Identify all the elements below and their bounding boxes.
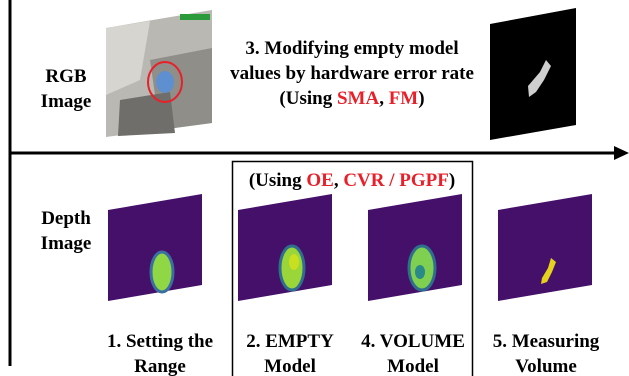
text: (Using (279, 88, 337, 109)
row-label: Image (41, 91, 92, 112)
depth-image (108, 194, 202, 301)
step-label: 1. Setting the (107, 331, 213, 352)
step-label: Volume (515, 356, 577, 376)
text: , (379, 88, 389, 109)
step-label: Range (134, 356, 186, 376)
step-label: Model (264, 356, 316, 376)
row-label: Depth (41, 208, 91, 229)
method: CVR / PGPF (343, 170, 449, 191)
text: , (334, 170, 344, 191)
arrow-head (614, 146, 629, 160)
mask-image (490, 8, 576, 140)
step3-text: values by hardware error rate (230, 63, 474, 84)
row-label: Image (41, 233, 92, 254)
step3-methods: (Using SMA, FM) (279, 88, 424, 109)
diagram: RGB Image Depth Image 3. Modifying empty… (0, 0, 629, 376)
method: OE (306, 170, 333, 191)
depth-image (368, 194, 462, 301)
depth-image (498, 194, 592, 301)
depth-image (238, 194, 332, 301)
step-label: 4. VOLUME (361, 331, 465, 352)
rgb-photo (106, 10, 212, 137)
box-methods: (Using OE, CVR / PGPF) (249, 170, 455, 191)
step3-text: 3. Modifying empty model (245, 38, 458, 59)
step-label: 5. Measuring (493, 331, 600, 352)
step-label: Model (387, 356, 439, 376)
step-label: 2. EMPTY (246, 331, 334, 352)
text: ) (418, 88, 424, 109)
method: FM (389, 88, 419, 109)
text: ) (449, 170, 455, 191)
row-label: RGB (45, 66, 87, 87)
method: SMA (337, 88, 380, 109)
text: (Using (249, 170, 307, 191)
